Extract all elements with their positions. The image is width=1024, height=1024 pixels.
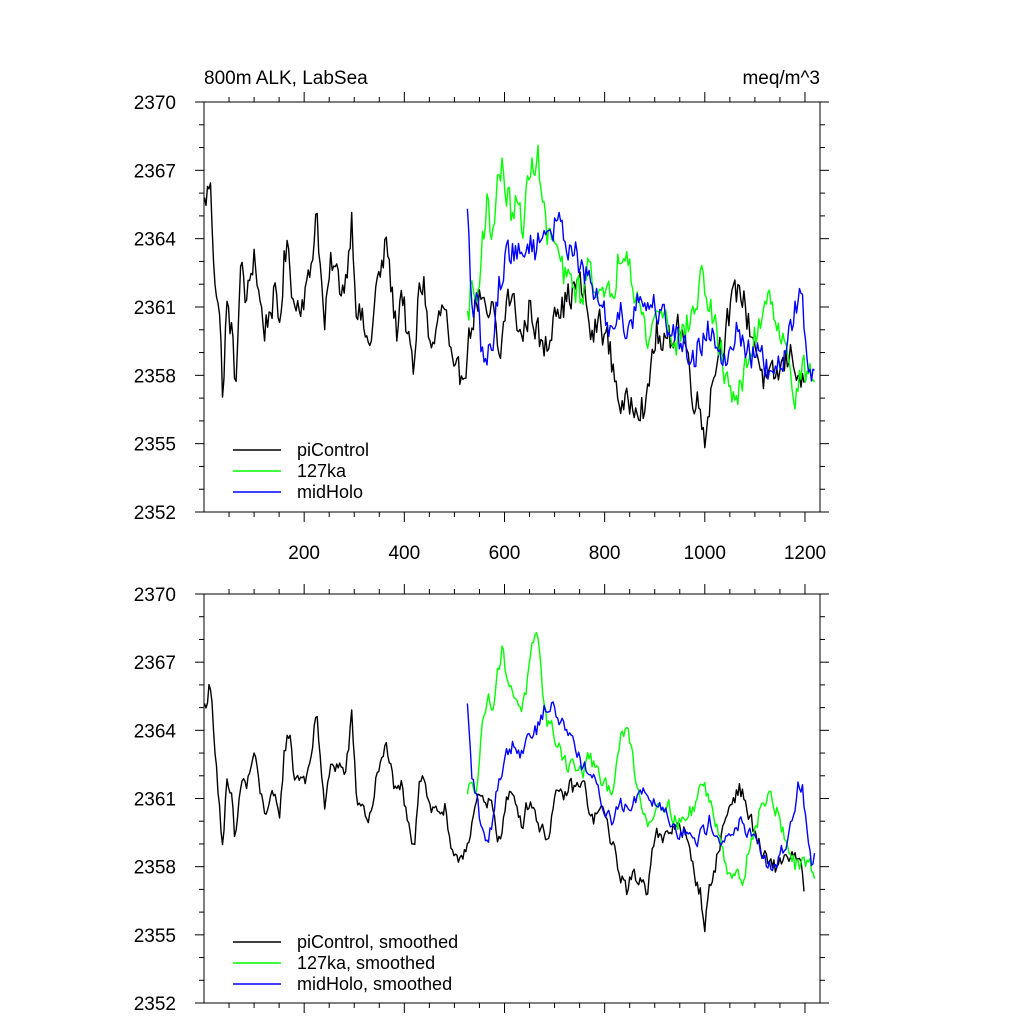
y-tick-label: 2370 (134, 93, 176, 114)
legend-label: 127ka, smoothed (297, 953, 435, 973)
y-tick-label: 2355 (134, 926, 176, 947)
bottom-panel: 2352 2355 2358 2361 2364 2367 2370 piControl, s… (134, 584, 829, 1015)
y-tick-label: 2352 (134, 994, 176, 1015)
top-panel: 800m ALK, LabSea meq/m^3 2352 2355 2358 236… (134, 68, 829, 564)
x-tick-label: 800 (589, 543, 621, 564)
y-tick-label: 2352 (134, 503, 176, 524)
x-tick-label: 1000 (684, 543, 726, 564)
x-tick-label: 400 (388, 543, 420, 564)
panel-title: 800m ALK, LabSea (204, 68, 368, 89)
x-tick-label: 600 (489, 543, 521, 564)
series-line-picontrol-smoothed (203, 683, 805, 933)
y-tick-label: 2367 (134, 161, 176, 182)
series-line-127ka (466, 144, 816, 410)
y-tick-label: 2364 (134, 230, 177, 251)
x-tick-label: 1200 (784, 543, 826, 564)
x-tick-label: 200 (288, 543, 320, 564)
series-line-127ka-smoothed (466, 631, 816, 887)
y-tick-label: 2358 (134, 858, 176, 879)
y-tick-label: 2358 (134, 366, 176, 387)
legend-label: midHolo (297, 482, 363, 502)
units-label: meq/m^3 (742, 68, 820, 89)
legend-label: piControl (297, 440, 369, 460)
y-tick-label: 2361 (134, 790, 176, 811)
series-line-midholo (466, 208, 815, 382)
legend-label: midHolo, smoothed (297, 974, 452, 994)
series-line-midholo-smoothed (466, 701, 816, 872)
y-tick-label: 2367 (134, 653, 176, 674)
y-tick-label: 2364 (134, 721, 177, 742)
y-tick-label: 2355 (134, 435, 176, 456)
legend-label: 127ka (297, 461, 347, 481)
y-tick-label: 2370 (134, 585, 176, 606)
series-line-picontrol (203, 182, 805, 449)
y-tick-label: 2361 (134, 298, 176, 319)
legend-label: piControl, smoothed (297, 932, 458, 952)
